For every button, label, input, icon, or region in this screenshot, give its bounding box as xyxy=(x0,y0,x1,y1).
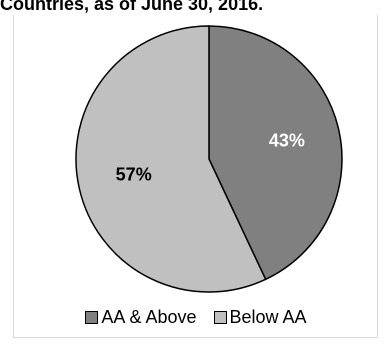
chart-frame xyxy=(13,15,378,338)
legend-label-aa-above: AA & Above xyxy=(101,307,197,327)
chart-title: Countries, as of June 30, 2016. xyxy=(0,0,264,14)
legend-item-aa-above: AA & Above xyxy=(85,307,197,328)
slice-label-aa-above: 43% xyxy=(269,130,305,150)
slice-label-below-aa: 57% xyxy=(116,165,152,185)
legend: AA & Above Below AA xyxy=(0,307,392,328)
pie-slice-below-aa xyxy=(75,25,267,293)
legend-swatch-below-aa xyxy=(213,311,227,324)
pie-slice-aa-above xyxy=(208,25,343,281)
legend-swatch-aa-above xyxy=(85,311,99,324)
legend-label-below-aa: Below AA xyxy=(229,307,307,327)
legend-item-below-aa: Below AA xyxy=(213,307,307,328)
